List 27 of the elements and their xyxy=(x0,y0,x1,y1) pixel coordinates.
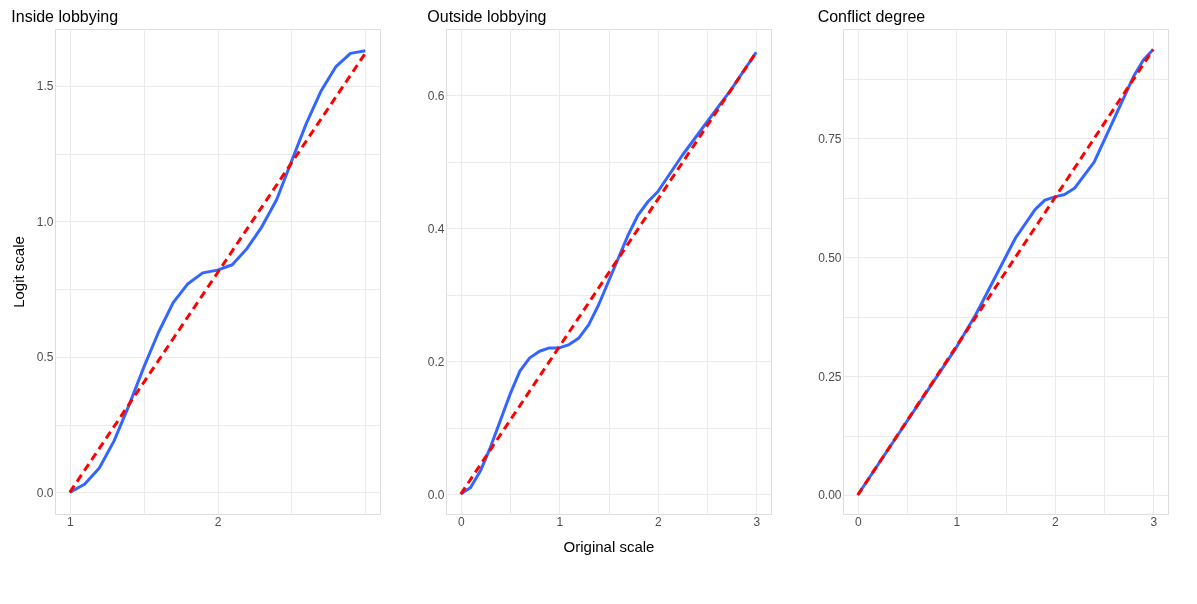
x-tick-label: 1 xyxy=(556,514,564,529)
x-tick-label: 2 xyxy=(214,514,222,529)
y-tick-label: 1.0 xyxy=(36,214,54,229)
x-tick-label: 0 xyxy=(854,514,862,529)
x-tick-label: 2 xyxy=(1051,514,1059,529)
y-tick-label: 0.5 xyxy=(36,350,54,365)
y-tick-label: 0.50 xyxy=(818,250,842,265)
y-tick-label: 0.2 xyxy=(427,354,445,369)
y-tick-label: 0.6 xyxy=(427,88,445,103)
x-tick-label: 1 xyxy=(953,514,961,529)
x-axis-title: Original scale xyxy=(563,537,655,555)
y-tick-label: 0.4 xyxy=(427,221,445,236)
x-tick-label: 3 xyxy=(753,514,761,529)
y-tick-label: 0.0 xyxy=(427,487,445,502)
y-tick-label: 0.25 xyxy=(818,369,842,384)
x-tick-label: 1 xyxy=(66,514,74,529)
chart-title: Conflict degree xyxy=(817,8,926,25)
y-axis-title: Logit scale xyxy=(9,236,27,308)
y-tick-label: 1.5 xyxy=(36,79,54,94)
y-tick-label: 0.00 xyxy=(818,488,842,503)
chart-title: Outside lobbying xyxy=(427,8,547,25)
y-tick-label: 0.75 xyxy=(818,131,842,146)
chart-title: Inside lobbying xyxy=(11,8,119,25)
y-tick-label: 0.0 xyxy=(36,485,54,500)
x-tick-label: 0 xyxy=(457,514,465,529)
x-tick-label: 3 xyxy=(1150,514,1158,529)
x-tick-label: 2 xyxy=(654,514,662,529)
